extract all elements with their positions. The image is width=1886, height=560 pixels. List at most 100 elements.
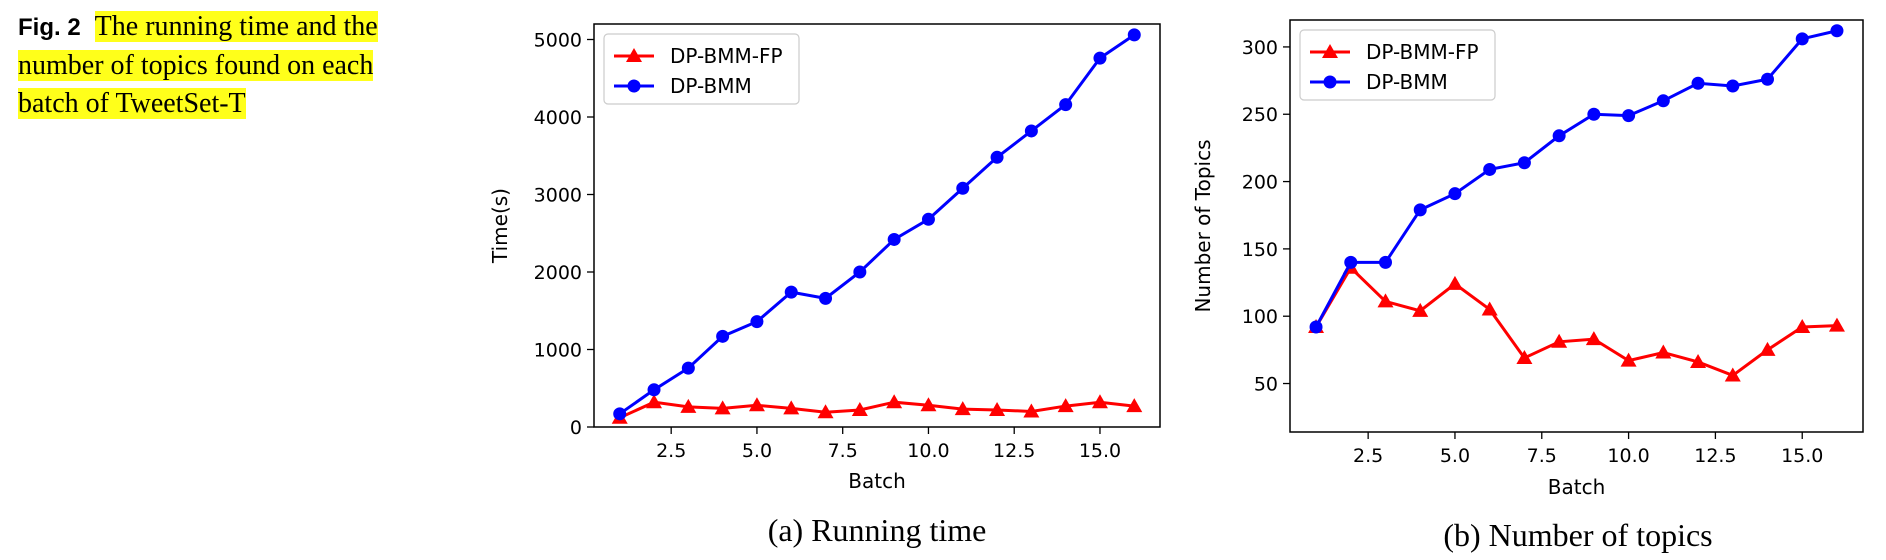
data-point-dp-bmm [990, 150, 1004, 164]
data-point-dp-bmm [1059, 98, 1073, 112]
legend-marker-circle [627, 79, 641, 93]
data-point-dp-bmm-fp [817, 404, 834, 419]
data-point-dp-bmm [1309, 320, 1323, 334]
x-tick-label: 12.5 [1694, 445, 1736, 467]
data-point-dp-bmm [819, 291, 833, 305]
data-point-dp-bmm [784, 285, 798, 299]
y-tick-label: 300 [1242, 37, 1278, 59]
y-tick-label: 250 [1242, 104, 1278, 126]
data-point-dp-bmm [1761, 72, 1774, 86]
data-point-dp-bmm [1448, 187, 1462, 201]
legend-label: DP-BMM [1366, 70, 1448, 94]
legend-label: DP-BMM-FP [1366, 40, 1479, 64]
legend-marker-triangle [1322, 44, 1338, 58]
data-point-dp-bmm [681, 361, 695, 375]
data-point-dp-bmm [1127, 28, 1141, 42]
data-point-dp-bmm [1344, 255, 1358, 269]
data-point-dp-bmm-fp [1759, 341, 1776, 356]
y-axis-title: Time(s) [488, 188, 512, 264]
data-point-dp-bmm [1622, 109, 1636, 123]
y-tick-label: 100 [1242, 306, 1278, 328]
data-point-dp-bmm-fp [886, 394, 903, 409]
data-point-dp-bmm-fp [1412, 302, 1429, 317]
x-tick-label: 7.5 [828, 440, 858, 462]
x-axis-title: Batch [1548, 475, 1606, 499]
data-point-dp-bmm-fp [1655, 344, 1672, 359]
data-point-dp-bmm [1517, 156, 1531, 170]
data-point-dp-bmm-fp [680, 398, 697, 413]
data-point-dp-bmm [716, 329, 730, 343]
data-point-dp-bmm-fp [1377, 293, 1394, 308]
data-point-dp-bmm [1093, 51, 1107, 65]
data-point-dp-bmm [956, 181, 970, 195]
x-tick-label: 12.5 [993, 440, 1035, 462]
x-tick-label: 15.0 [1079, 440, 1121, 462]
data-point-dp-bmm-fp [1828, 317, 1845, 332]
y-tick-label: 0 [570, 417, 582, 439]
legend-marker-circle [1323, 75, 1337, 89]
data-point-dp-bmm-fp [920, 397, 937, 412]
y-tick-label: 50 [1254, 374, 1278, 396]
chart-subcaption: (b) Number of topics [1443, 517, 1712, 553]
series-line-dp-bmm-fp [1314, 265, 1838, 378]
data-point-dp-bmm-fp [1057, 398, 1074, 413]
data-point-dp-bmm [887, 232, 901, 246]
data-point-dp-bmm [1691, 76, 1705, 90]
series-line-dp-bmm-fp [619, 400, 1135, 420]
data-point-dp-bmm-fp [1516, 349, 1533, 364]
x-tick-label: 15.0 [1781, 445, 1823, 467]
data-point-dp-bmm-fp [954, 401, 971, 416]
data-point-dp-bmm [1024, 124, 1038, 138]
data-point-dp-bmm [1379, 255, 1392, 269]
x-tick-label: 10.0 [1607, 445, 1649, 467]
caption-line-3: batch of TweetSet-T [18, 88, 246, 119]
data-point-dp-bmm-fp [748, 397, 765, 412]
x-tick-label: 5.0 [1440, 445, 1470, 467]
y-tick-label: 4000 [534, 107, 582, 129]
x-tick-label: 2.5 [656, 440, 686, 462]
chart-subcaption: (a) Running time [768, 512, 987, 548]
data-point-dp-bmm [647, 383, 661, 397]
y-tick-label: 2000 [534, 262, 582, 284]
data-point-dp-bmm-fp [1585, 331, 1602, 346]
data-point-dp-bmm [853, 265, 867, 279]
caption-line-2: number of topics found on each [18, 50, 374, 81]
data-point-dp-bmm-fp [1023, 403, 1040, 418]
data-point-dp-bmm [1552, 129, 1566, 143]
data-point-dp-bmm [1795, 32, 1809, 46]
data-point-dp-bmm-fp [1620, 352, 1637, 367]
x-tick-label: 7.5 [1527, 445, 1557, 467]
data-point-dp-bmm [1830, 24, 1844, 38]
data-point-dp-bmm [750, 315, 764, 329]
data-point-dp-bmm [921, 212, 935, 226]
data-point-dp-bmm-fp [1551, 333, 1568, 348]
data-point-dp-bmm [1587, 107, 1601, 121]
series-line-dp-bmm [1314, 29, 1838, 328]
figure-label: Fig. 2 [18, 14, 81, 41]
y-tick-label: 150 [1242, 239, 1278, 261]
data-point-dp-bmm [1483, 162, 1497, 176]
data-point-dp-bmm-fp [989, 401, 1006, 416]
y-axis-title: Number of Topics [1191, 139, 1215, 312]
y-tick-label: 1000 [534, 340, 582, 362]
data-point-dp-bmm [1413, 203, 1427, 217]
x-tick-label: 5.0 [742, 440, 772, 462]
legend-marker-triangle [626, 48, 642, 62]
data-point-dp-bmm-fp [783, 400, 800, 415]
y-tick-label: 5000 [534, 30, 582, 52]
data-point-dp-bmm-fp [851, 401, 868, 416]
data-point-dp-bmm-fp [1794, 318, 1811, 333]
x-tick-label: 2.5 [1353, 445, 1383, 467]
caption-line-1: The running time and the [94, 11, 378, 42]
x-tick-label: 10.0 [907, 440, 949, 462]
data-point-dp-bmm-fp [646, 394, 663, 409]
data-point-dp-bmm-fp [1690, 353, 1707, 368]
legend-label: DP-BMM [670, 74, 752, 98]
data-point-dp-bmm-fp [1446, 275, 1463, 290]
data-point-dp-bmm-fp [1126, 398, 1143, 413]
y-tick-label: 3000 [534, 185, 582, 207]
figure-caption: Fig. 2 The running time and the number of… [18, 8, 438, 123]
series-line-dp-bmm [618, 33, 1136, 416]
data-point-dp-bmm [1726, 79, 1740, 93]
